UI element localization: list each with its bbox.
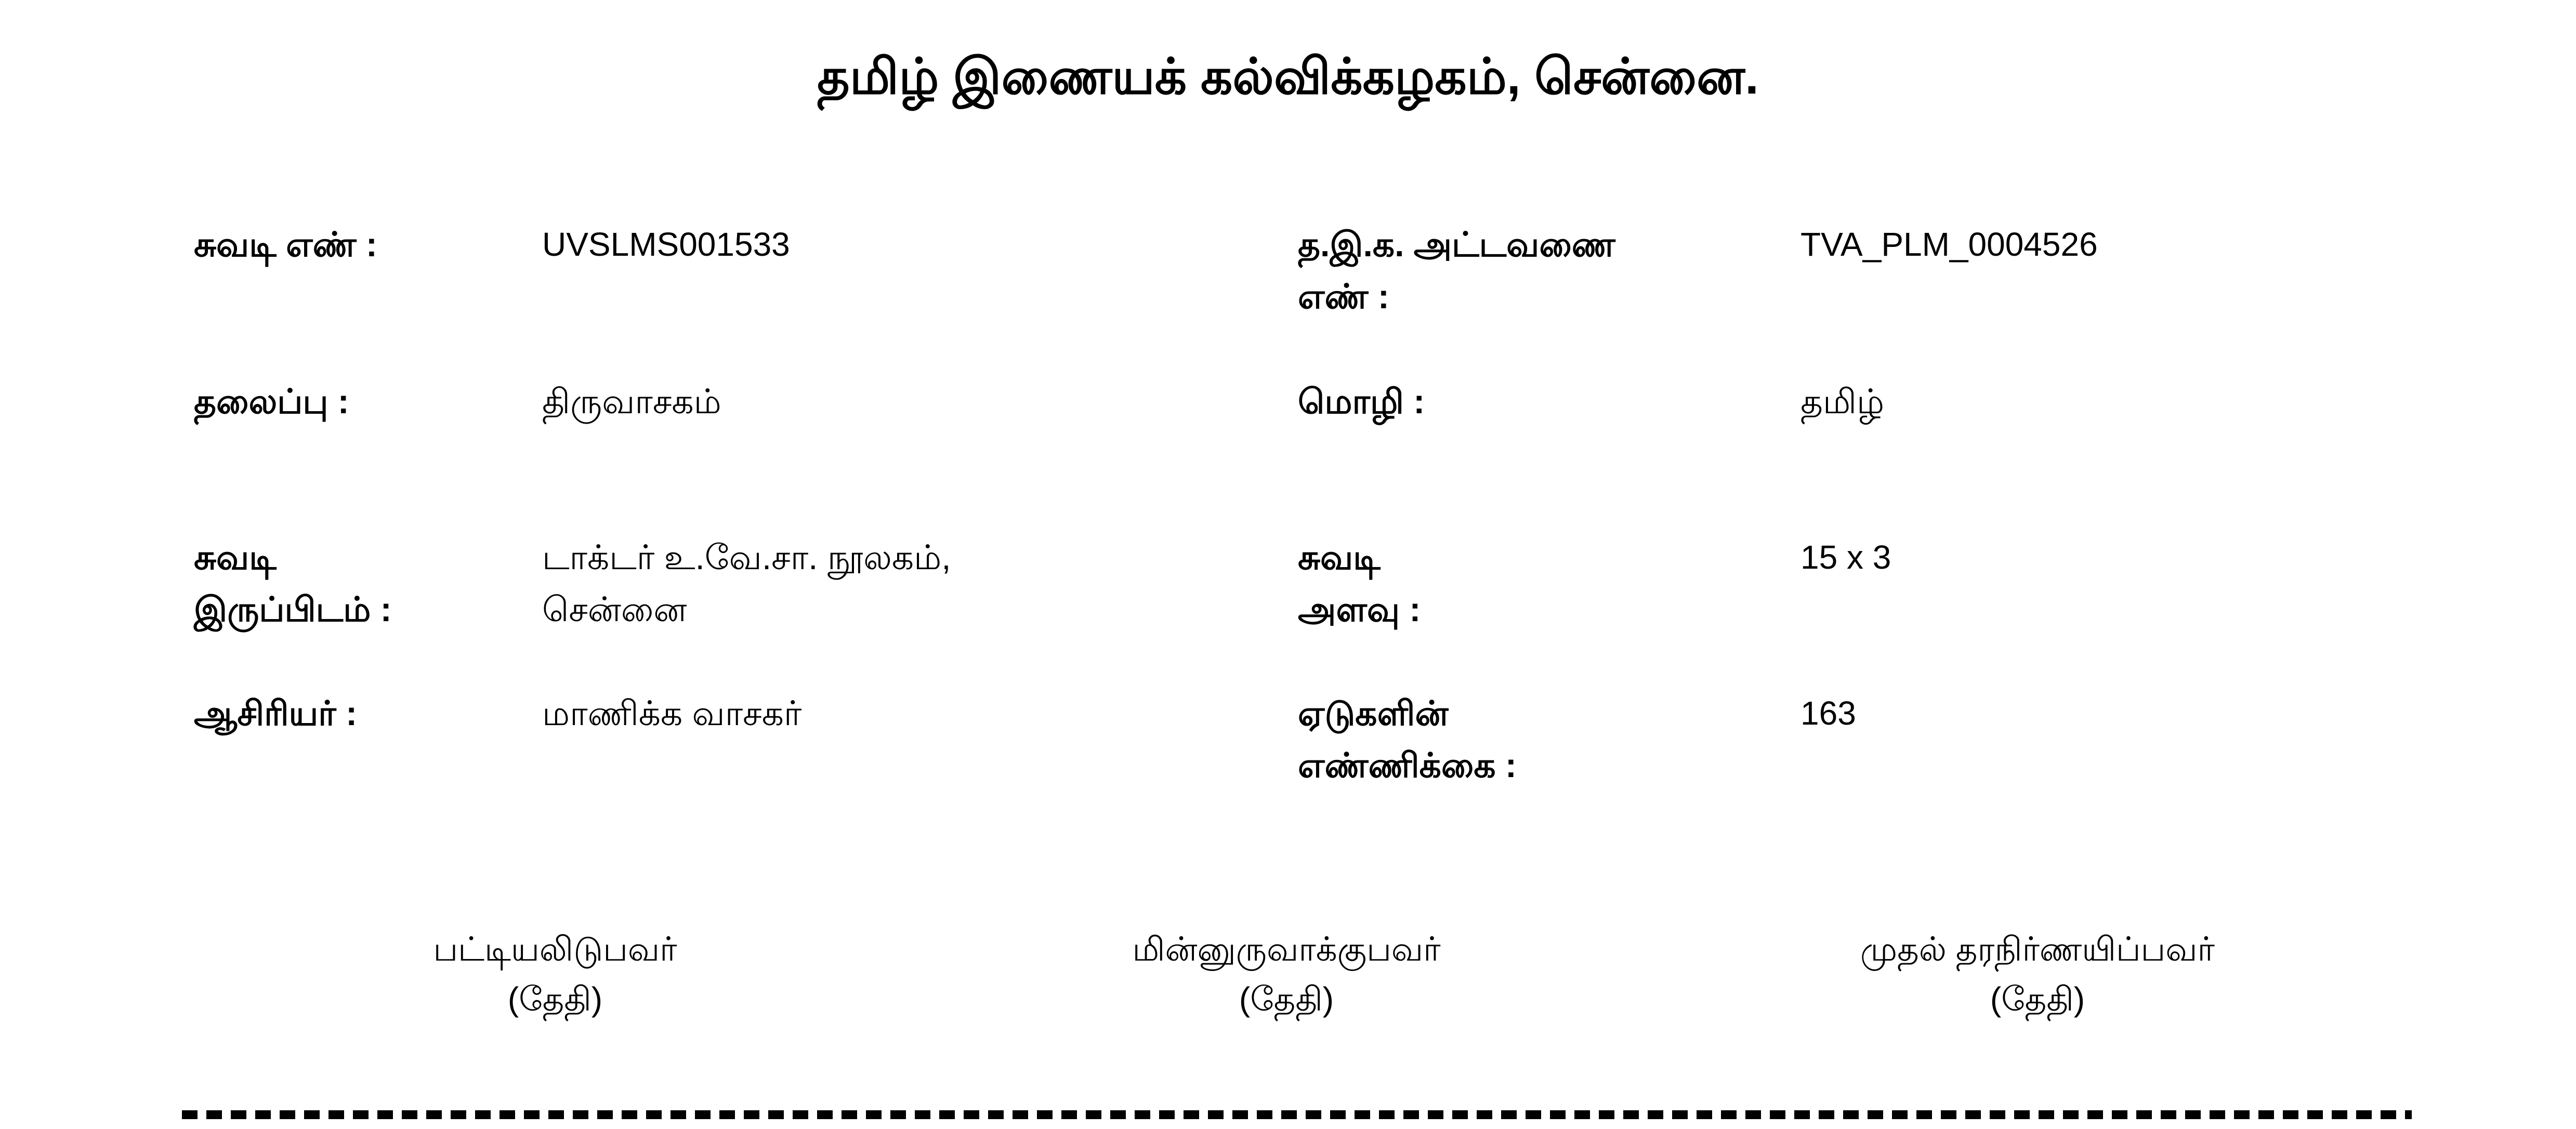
manuscript-size-label: சுவடி அளவு : — [1298, 531, 1421, 635]
value-line: திருவாசகம் — [542, 382, 721, 421]
label-line: எண் : — [1298, 277, 1389, 316]
value-line: 15 x 3 — [1800, 539, 1891, 576]
title-field-label: தலைப்பு : — [194, 375, 349, 427]
page-title: தமிழ் இணையக் கல்விக்கழகம், சென்னை. — [817, 49, 1759, 104]
language-value: தமிழ் — [1800, 375, 1884, 427]
author-value: மாணிக்க வாசகர் — [542, 687, 801, 739]
manuscript-location-label: சுவடி இருப்பிடம் : — [194, 531, 392, 635]
label-line: சுவடி — [1298, 538, 1381, 576]
label-line: த.இ.க. அட்டவணை — [1298, 225, 1615, 264]
manuscript-location-value: டாக்டர் உ.வே.சா. நூலகம், சென்னை — [542, 531, 951, 635]
label-line: ஏடுகளின் — [1298, 694, 1449, 732]
label-line: ஆசிரியர் : — [194, 694, 358, 732]
label-line: அளவு : — [1298, 590, 1421, 628]
author-label: ஆசிரியர் : — [194, 687, 357, 739]
label-line: இருப்பிடம் : — [194, 590, 392, 628]
manuscript-number-label: சுவடி எண் : — [194, 218, 377, 270]
signature-role: பட்டியலிடுபவர் — [433, 930, 677, 968]
signature-role: முதல் தரநிர்ணயிப்பவர் — [1860, 930, 2215, 968]
title-field-value: திருவாசகம் — [542, 375, 721, 427]
value-line: டாக்டர் உ.வே.சா. நூலகம், — [542, 538, 951, 576]
signature-block-first-quality-assessor: முதல் தரநிர்ணயிப்பவர் (தேதி) — [1860, 924, 2215, 1024]
signature-block-cataloguer: பட்டியலிடுபவர் (தேதி) — [433, 924, 677, 1024]
label-line: சுவடி — [194, 538, 277, 576]
label-line: தலைப்பு : — [194, 382, 349, 421]
value-line: UVSLMS001533 — [542, 226, 790, 263]
signature-date-label: (தேதி) — [1990, 980, 2085, 1018]
label-line: சுவடி எண் : — [194, 225, 377, 264]
tva-catalogue-number-value: TVA_PLM_0004526 — [1800, 218, 2098, 270]
signature-role: மின்னுருவாக்குபவர் — [1132, 930, 1441, 968]
tva-catalogue-number-label: த.இ.க. அட்டவணை எண் : — [1298, 218, 1615, 322]
value-line: மாணிக்க வாசகர் — [542, 694, 802, 732]
label-line: மொழி : — [1298, 382, 1425, 421]
value-line: தமிழ் — [1800, 382, 1885, 421]
manuscript-number-value: UVSLMS001533 — [542, 218, 790, 270]
signature-date-label: (தேதி) — [1239, 980, 1334, 1018]
value-line: 163 — [1800, 694, 1856, 732]
value-line: சென்னை — [542, 590, 687, 628]
dashed-divider — [182, 1110, 2412, 1119]
label-line: எண்ணிக்கை : — [1298, 746, 1517, 784]
language-label: மொழி : — [1298, 375, 1425, 427]
manuscript-size-value: 15 x 3 — [1800, 531, 1891, 583]
value-line: TVA_PLM_0004526 — [1800, 226, 2098, 263]
leaves-count-label: ஏடுகளின் எண்ணிக்கை : — [1298, 687, 1517, 791]
signature-date-label: (தேதி) — [507, 980, 603, 1018]
leaves-count-value: 163 — [1800, 687, 1856, 739]
signature-block-digitizer: மின்னுருவாக்குபவர் (தேதி) — [1132, 924, 1440, 1024]
